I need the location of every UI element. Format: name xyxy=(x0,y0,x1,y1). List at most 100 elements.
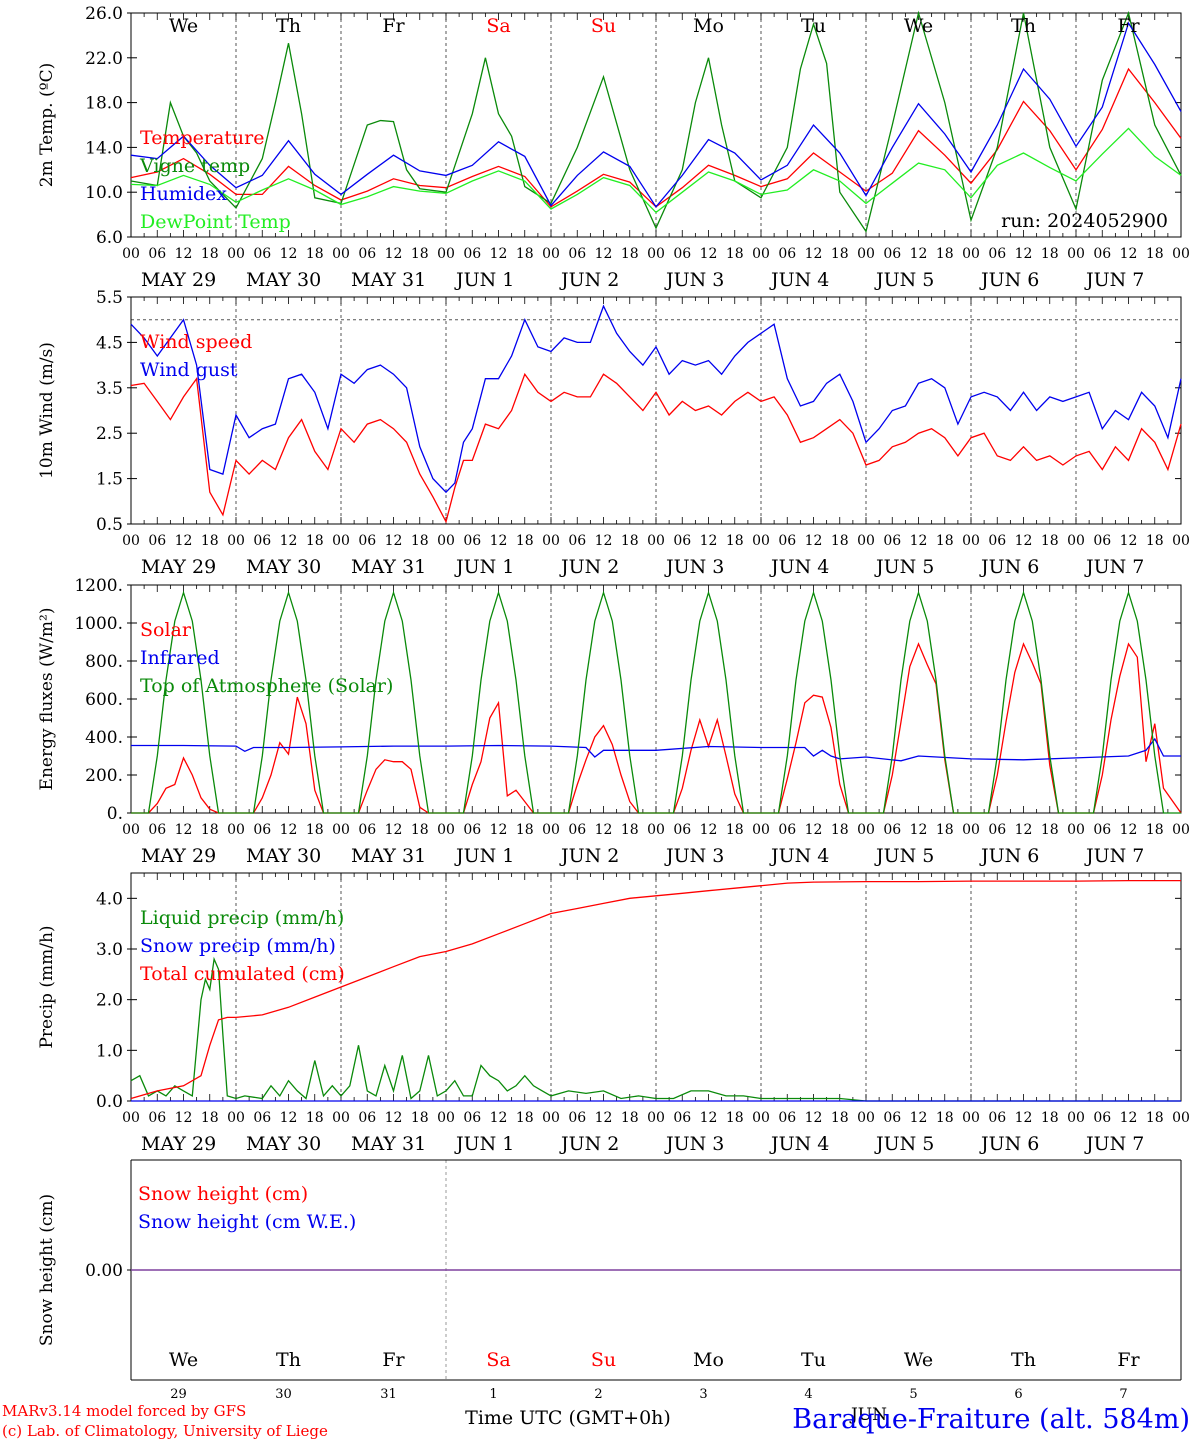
x-date-label: MAY 31 xyxy=(351,1133,426,1155)
y-tick-label: 1200. xyxy=(74,576,123,596)
x-hour-label: 12 xyxy=(280,533,298,549)
x-hour-label: 18 xyxy=(936,822,954,838)
x-hour-label: 06 xyxy=(568,822,586,838)
legend-entry: Wind gust xyxy=(140,359,238,381)
x-hour-label: 12 xyxy=(1015,246,1033,262)
day-number-label: 3 xyxy=(699,1387,707,1402)
x-hour-label: 00 xyxy=(647,246,665,262)
x-date-label: JUN 3 xyxy=(664,845,724,867)
x-hour-label: 12 xyxy=(805,246,823,262)
x-hour-label: 06 xyxy=(883,246,901,262)
x-hour-label: 00 xyxy=(752,1110,770,1126)
x-hour-label: 06 xyxy=(883,533,901,549)
hour-ticks xyxy=(130,585,1182,813)
weekday-label: Fr xyxy=(382,1349,405,1371)
weekday-label: We xyxy=(169,15,198,37)
x-hour-label: 18 xyxy=(201,1110,219,1126)
x-hour-label: 00 xyxy=(1067,1110,1085,1126)
x-hour-label: 12 xyxy=(1120,533,1138,549)
x-hour-label: 12 xyxy=(700,822,718,838)
weekday-label: Tu xyxy=(801,1349,826,1371)
x-hour-label: 00 xyxy=(437,246,455,262)
x-hour-label: 00 xyxy=(1067,533,1085,549)
weekday-label: Fr xyxy=(1117,1349,1140,1371)
x-date-label: MAY 31 xyxy=(351,269,426,291)
x-hour-label: 00 xyxy=(437,533,455,549)
legend-entry: Snow height (cm W.E.) xyxy=(138,1211,356,1233)
x-date-label: JUN 5 xyxy=(874,845,934,867)
x-hour-label: 00 xyxy=(752,822,770,838)
legend-entry: Vigne temp xyxy=(139,155,250,177)
y-tick-label: 1.5 xyxy=(96,470,123,490)
x-hour-label: 00 xyxy=(647,1110,665,1126)
y-axis-label: Precip (mm/h) xyxy=(37,925,57,1048)
x-hour-label: 06 xyxy=(988,246,1006,262)
x-hour-label: 18 xyxy=(936,246,954,262)
x-hour-label: 12 xyxy=(490,246,508,262)
x-date-label: JUN 5 xyxy=(874,1133,934,1155)
x-hour-label: 18 xyxy=(306,533,324,549)
weekday-label: Fr xyxy=(382,15,405,37)
time-axis-title: Time UTC (GMT+0h) xyxy=(465,1407,671,1429)
x-hour-label: 18 xyxy=(936,1110,954,1126)
legend-entry: Liquid precip (mm/h) xyxy=(140,907,344,929)
legend-entry: Snow height (cm) xyxy=(138,1183,308,1205)
y-axis-label: Snow height (cm) xyxy=(37,1194,57,1346)
x-hour-label: 12 xyxy=(910,1110,928,1126)
x-hour-label: 06 xyxy=(148,1110,166,1126)
y-tick-label: 0. xyxy=(107,804,123,824)
x-hour-label: 18 xyxy=(411,246,429,262)
x-hour-label: 00 xyxy=(962,246,980,262)
legend-entry: Solar xyxy=(140,619,192,641)
x-date-label: JUN 4 xyxy=(769,845,829,867)
x-hour-label: 12 xyxy=(385,533,403,549)
x-date-label: JUN 4 xyxy=(769,1133,829,1155)
x-hour-label: 18 xyxy=(1041,246,1059,262)
legend-entry: Temperature xyxy=(140,127,264,149)
x-hour-label: 12 xyxy=(280,246,298,262)
x-date-label: MAY 29 xyxy=(141,1133,216,1155)
x-hour-label: 00 xyxy=(542,1110,560,1126)
day-number-label: 7 xyxy=(1119,1387,1127,1402)
station-name: Baraque-Fraiture (alt. 584m) xyxy=(792,1404,1190,1435)
series-liquid-precip-mm-h- xyxy=(130,956,1181,1102)
lab-credit: (c) Lab. of Climatology, University of L… xyxy=(2,1422,328,1440)
x-hour-label: 18 xyxy=(726,533,744,549)
x-date-label: JUN 5 xyxy=(874,269,934,291)
y-tick-label: 400. xyxy=(85,728,123,748)
day-number-label: 5 xyxy=(909,1387,917,1402)
hour-ticks xyxy=(130,873,1182,1101)
x-hour-label: 12 xyxy=(1120,822,1138,838)
x-hour-label: 18 xyxy=(1146,533,1164,549)
legend-entry: Snow precip (mm/h) xyxy=(140,935,336,957)
x-hour-label: 18 xyxy=(1146,1110,1164,1126)
x-hour-label: 00 xyxy=(962,1110,980,1126)
weekday-label: We xyxy=(169,1349,198,1371)
weekday-label: Th xyxy=(276,1349,301,1371)
x-hour-label: 12 xyxy=(175,246,193,262)
x-hour-label: 12 xyxy=(700,246,718,262)
x-hour-label: 12 xyxy=(490,533,508,549)
x-hour-label: 12 xyxy=(1015,1110,1033,1126)
x-hour-label: 06 xyxy=(253,246,271,262)
x-hour-label: 06 xyxy=(148,246,166,262)
weekday-label: Mo xyxy=(693,15,724,37)
x-hour-label: 12 xyxy=(175,1110,193,1126)
y-tick-label: 10.0 xyxy=(85,183,123,203)
legend-entry: Top of Atmosphere (Solar) xyxy=(140,675,393,697)
y-tick-label: 1.0 xyxy=(96,1041,123,1061)
series-humidex xyxy=(130,21,1182,208)
x-hour-label: 18 xyxy=(621,246,639,262)
x-hour-label: 00 xyxy=(647,822,665,838)
x-date-label: JUN 5 xyxy=(874,556,934,578)
weekday-label: Th xyxy=(1011,1349,1036,1371)
x-hour-label: 06 xyxy=(253,533,271,549)
hour-ticks xyxy=(130,13,1182,237)
x-hour-label: 00 xyxy=(1172,533,1190,549)
y-tick-label: 0.00 xyxy=(85,1261,123,1281)
x-hour-label: 12 xyxy=(805,533,823,549)
x-hour-label: 12 xyxy=(595,1110,613,1126)
x-hour-label: 18 xyxy=(306,1110,324,1126)
x-date-label: JUN 4 xyxy=(769,269,829,291)
y-tick-label: 6.0 xyxy=(96,228,123,248)
